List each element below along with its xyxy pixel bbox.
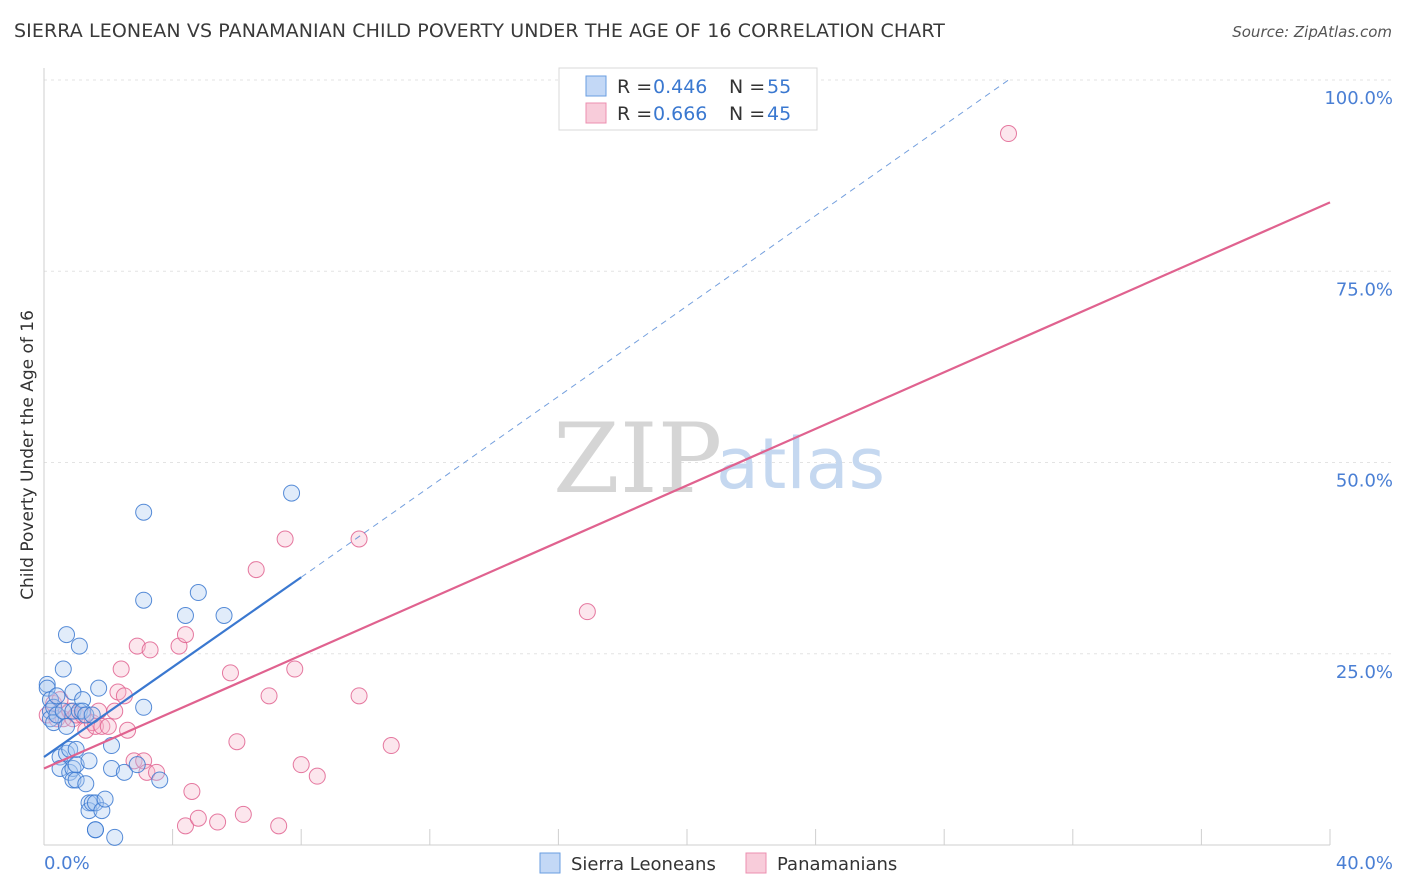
sierra-leonean-point-11: [54, 660, 72, 678]
sierra-leonean-point-47: [135, 503, 153, 521]
panamanian-point-46: [1000, 125, 1017, 143]
panamanian-point-41: [308, 767, 326, 785]
watermark-atlas: atlas: [716, 423, 885, 505]
legend-swatch-blue: [585, 75, 607, 97]
series-legend-swatch-pink: [745, 852, 767, 874]
panamanian-point-44: [382, 737, 400, 755]
panamanian-point-14: [99, 717, 117, 735]
legend-swatch-pink: [585, 102, 607, 124]
legend-r-value-1: 0.446: [653, 76, 707, 98]
watermark: ZIP atlas: [553, 403, 885, 515]
y-tick-label-0: 25.0%: [1336, 662, 1393, 683]
sierra-leonean-point-23: [67, 756, 85, 774]
legend-n-value-1: 55: [767, 76, 791, 98]
y-axis-label: Child Poverty Under the Age of 16: [18, 310, 38, 600]
sierra-leonean-point-13: [58, 626, 76, 644]
sierra-leonean-trend-extension: [300, 79, 1009, 578]
y-tick-label-2: 75.0%: [1336, 279, 1393, 300]
sierra-leonean-point-25: [70, 637, 88, 655]
panamanian-point-21: [128, 637, 146, 655]
panamanian-point-33: [228, 733, 246, 751]
y-tick-labels: 25.0% 50.0% 75.0% 100.0%: [1324, 88, 1393, 683]
panamanian-point-30: [189, 809, 207, 827]
sierra-leonean-point-46: [128, 756, 146, 774]
grid-lines: [44, 79, 1395, 655]
legend-r-label-2: R =: [617, 103, 652, 125]
sierra-leonean-point-45: [115, 763, 133, 781]
legend-n-value-2: 45: [767, 103, 791, 125]
series-legend-panamanians: Panamanians: [777, 854, 897, 875]
panamanian-point-45: [578, 603, 596, 621]
source-label: Source: ZipAtlas.com: [1232, 23, 1392, 41]
x-tick-labels: 0.0% 40.0%: [44, 853, 1393, 874]
series-legend-sierra-leoneans: Sierra Leoneans: [571, 854, 716, 875]
sierra-leonean-points: [38, 484, 301, 846]
panamanian-point-42: [350, 530, 368, 548]
panamanian-point-39: [286, 660, 304, 678]
watermark-zip: ZIP: [553, 403, 722, 515]
panamanian-point-24: [141, 641, 159, 659]
panamanian-point-35: [247, 561, 265, 579]
series-legend-swatch-blue: [539, 852, 561, 874]
panamanian-point-40: [292, 756, 310, 774]
series-legend: Sierra Leoneans Panamanians: [539, 852, 897, 875]
panamanian-point-27: [176, 626, 194, 644]
x-tick-label-1: 40.0%: [1336, 853, 1393, 874]
panamanian-point-29: [183, 782, 201, 800]
sierra-leonean-point-49: [135, 698, 153, 716]
chart-title: SIERRA LEONEAN VS PANAMANIAN CHILD POVER…: [14, 20, 945, 42]
sierra-leonean-trend-line: [43, 576, 302, 758]
sierra-leonean-point-38: [86, 821, 104, 839]
y-tick-label-1: 50.0%: [1336, 471, 1393, 492]
panamanian-trend-line: [43, 201, 1331, 770]
panamanian-point-31: [209, 813, 227, 831]
legend-n-label-2: N =: [729, 103, 765, 125]
sierra-leonean-point-48: [135, 591, 153, 609]
sierra-leonean-point-50: [151, 771, 169, 789]
stats-legend: R = 0.446 N = 55 R = 0.666 N = 45: [558, 67, 818, 131]
panamanian-point-28: [176, 817, 194, 835]
sierra-leonean-point-30: [77, 775, 95, 793]
sierra-leonean-point-22: [67, 771, 85, 789]
legend-n-label-1: N =: [729, 76, 765, 98]
sierra-leonean-point-19: [64, 702, 82, 720]
panamanian-point-34: [234, 805, 252, 823]
legend-r-value-2: 0.666: [653, 103, 707, 125]
sierra-leonean-point-44: [106, 828, 124, 846]
sierra-leonean-point-54: [283, 484, 301, 502]
panamanian-point-32: [221, 664, 239, 682]
sierra-leonean-point-51: [176, 607, 194, 624]
panamanian-point-36: [260, 687, 278, 705]
sierra-leonean-point-29: [77, 706, 95, 724]
sierra-leonean-point-8: [48, 687, 66, 705]
sierra-leonean-point-41: [96, 790, 114, 808]
sierra-leonean-point-33: [80, 752, 98, 770]
panamanian-point-13: [93, 717, 111, 735]
legend-r-label-1: R =: [617, 76, 652, 98]
panamanian-point-37: [270, 817, 288, 835]
y-tick-label-3: 100.0%: [1324, 88, 1393, 109]
sierra-leonean-point-53: [215, 607, 233, 624]
panamanian-point-38: [276, 530, 294, 548]
sierra-leonean-point-52: [189, 584, 207, 602]
sierra-leonean-point-14: [58, 717, 76, 735]
panamanian-point-43: [350, 687, 368, 705]
panamanian-point-15: [106, 702, 124, 720]
panamanian-point-17: [112, 660, 130, 678]
sierra-leonean-point-43: [103, 760, 121, 777]
trend-lines: [43, 79, 1331, 770]
x-tick-label-0: 0.0%: [44, 853, 90, 874]
sierra-leonean-point-39: [90, 679, 108, 697]
